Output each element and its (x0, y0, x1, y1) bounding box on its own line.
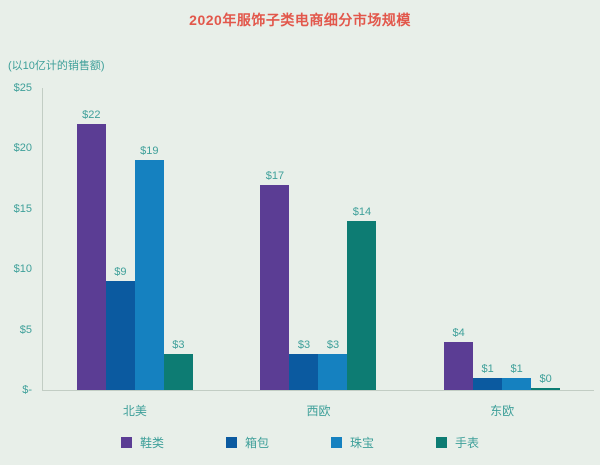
bar-group: $17 $3 $3 $14 西欧 (260, 88, 377, 418)
bar-column: $3 (318, 338, 348, 390)
legend: 鞋类 箱包 珠宝 手表 (0, 434, 600, 451)
y-tick-label: $- (22, 384, 32, 396)
legend-swatch (120, 437, 132, 448)
legend-item: 鞋类 (120, 434, 164, 451)
y-tick-label: $15 (13, 202, 32, 215)
bar-value-label: $1 (481, 362, 494, 375)
bar-value-label: $1 (510, 362, 523, 375)
bars-row: $22 $9 $19 $3 (76, 109, 193, 390)
bar (76, 124, 106, 390)
legend-label: 手表 (455, 436, 480, 450)
y-tick-label: $20 (13, 142, 32, 155)
bar (163, 353, 193, 390)
bar-value-label: $3 (297, 338, 311, 351)
chart-title: 2020年服饰子类电商细分市场规模 (189, 12, 411, 28)
plot-area: $22 $9 $19 $3 北美 $17 $3 $3 $14 西欧 $4 $1 $1 $0 东欧 (42, 88, 594, 418)
legend-swatch (225, 437, 237, 448)
legend-swatch (331, 437, 342, 448)
bar-column: $4 (444, 326, 474, 390)
category-label: 北美 (122, 404, 147, 418)
bar (318, 353, 348, 390)
bar (444, 341, 474, 390)
bar-column: $19 (134, 145, 164, 390)
bar-value-label: $4 (452, 326, 465, 339)
bar (260, 184, 290, 390)
y-tick-label: $5 (19, 323, 32, 336)
bar-value-label: $3 (172, 338, 185, 351)
legend-label: 珠宝 (350, 436, 375, 450)
bar (347, 220, 377, 390)
bar-column: $1 (502, 362, 532, 390)
bar-column: $3 (163, 338, 193, 390)
bar-value-label: $19 (140, 145, 159, 158)
bar-column: $14 (347, 205, 377, 390)
legend-item: 手表 (436, 434, 479, 451)
bar-column: $3 (289, 338, 319, 390)
bar (105, 281, 135, 390)
y-tick-label: $25 (13, 82, 32, 94)
bar (502, 377, 532, 390)
bar-column: $9 (105, 266, 135, 390)
category-label: 东欧 (490, 404, 515, 418)
bars-row: $4 $1 $1 $0 (444, 326, 561, 390)
bar-column: $17 (260, 169, 290, 390)
bar-group: $4 $1 $1 $0 东欧 (444, 88, 561, 418)
category-label: 西欧 (306, 404, 331, 418)
y-axis: $- $5 $10 $15 $20 $25 (0, 82, 38, 396)
bar-value-label: $3 (326, 338, 340, 351)
legend-label: 鞋类 (139, 436, 164, 450)
bar-group: $22 $9 $19 $3 北美 (76, 88, 193, 418)
bar-value-label: $9 (114, 266, 127, 279)
bars-row: $17 $3 $3 $14 (260, 169, 377, 390)
bar (531, 388, 561, 390)
bar (289, 353, 319, 390)
bar-column: $22 (76, 109, 106, 390)
legend-label: 箱包 (244, 436, 269, 450)
bar-column: $0 (531, 373, 561, 390)
bar (134, 160, 164, 390)
legend-item: 箱包 (225, 434, 269, 451)
y-tick-label: $10 (13, 263, 32, 276)
legend-item: 珠宝 (331, 434, 374, 451)
bar-value-label: $22 (82, 109, 101, 122)
bar (473, 377, 503, 390)
bar-column: $1 (473, 362, 503, 390)
bar-value-label: $14 (352, 205, 372, 218)
legend-swatch (436, 437, 448, 448)
y-axis-unit-label: (以10亿计的销售额) (8, 60, 105, 72)
bar-value-label: $0 (539, 373, 552, 385)
bar-value-label: $17 (265, 169, 285, 182)
